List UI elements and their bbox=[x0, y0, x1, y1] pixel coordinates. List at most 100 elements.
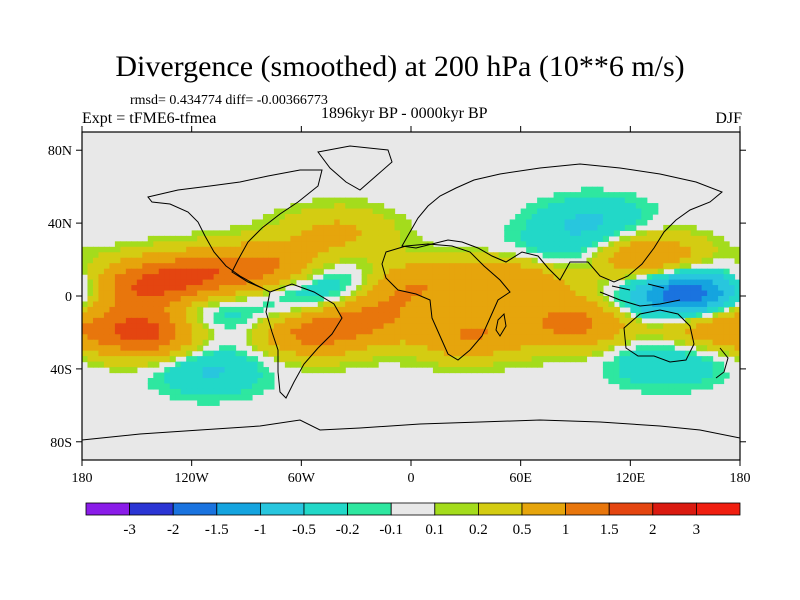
field-cell bbox=[246, 285, 253, 292]
field-cell bbox=[405, 312, 412, 319]
field-cell bbox=[712, 268, 719, 275]
field-cell bbox=[652, 252, 659, 259]
field-cell bbox=[191, 301, 198, 308]
field-cell bbox=[328, 361, 335, 368]
field-cell bbox=[92, 306, 100, 313]
field-cell bbox=[131, 274, 138, 281]
field-cell bbox=[202, 301, 209, 308]
colorbar-swatch bbox=[696, 502, 741, 516]
field-cell bbox=[537, 323, 544, 330]
field-cell bbox=[164, 378, 171, 385]
field-cell bbox=[284, 334, 291, 341]
field-cell bbox=[103, 290, 111, 297]
field-cell bbox=[136, 246, 143, 253]
field-cell bbox=[416, 257, 423, 264]
field-cell bbox=[202, 279, 209, 286]
field-cell bbox=[635, 219, 642, 226]
field-cell bbox=[87, 323, 94, 330]
field-cell bbox=[570, 339, 577, 346]
field-cell bbox=[383, 214, 390, 221]
field-cell bbox=[345, 235, 352, 242]
field-cell bbox=[219, 285, 226, 292]
field-cell bbox=[334, 350, 341, 357]
field-cell bbox=[591, 230, 599, 237]
field-cell bbox=[251, 235, 259, 242]
field-cell bbox=[482, 285, 489, 292]
field-cell bbox=[509, 317, 516, 324]
field-cell bbox=[427, 306, 434, 313]
field-cell bbox=[630, 378, 637, 385]
field-cell bbox=[701, 285, 708, 292]
field-cell bbox=[608, 339, 615, 346]
field-cell bbox=[175, 235, 182, 242]
field-cell bbox=[498, 306, 505, 313]
field-cell bbox=[345, 301, 352, 308]
field-cell bbox=[394, 279, 401, 286]
field-cell bbox=[224, 274, 231, 281]
field-cell bbox=[542, 306, 549, 313]
field-cell bbox=[251, 290, 259, 297]
field-cell bbox=[295, 312, 302, 319]
field-cell bbox=[586, 306, 593, 313]
field-cell bbox=[679, 274, 686, 281]
field-cell bbox=[383, 224, 390, 231]
field-cell bbox=[520, 361, 527, 368]
field-cell bbox=[635, 383, 642, 390]
field-cell bbox=[652, 285, 659, 292]
field-cell bbox=[493, 350, 500, 357]
field-cell bbox=[394, 235, 401, 242]
field-cell bbox=[668, 372, 675, 379]
field-cell bbox=[87, 306, 94, 313]
field-cell bbox=[476, 252, 483, 259]
field-cell bbox=[147, 241, 154, 248]
field-cell bbox=[668, 296, 675, 303]
field-cell bbox=[608, 263, 615, 270]
field-cell bbox=[323, 317, 330, 324]
field-cell bbox=[427, 257, 434, 264]
field-cell bbox=[613, 356, 620, 363]
field-cell bbox=[526, 306, 533, 313]
field-cell bbox=[191, 388, 198, 395]
field-cell bbox=[356, 219, 363, 226]
field-cell bbox=[438, 263, 445, 270]
field-cell bbox=[191, 235, 198, 242]
field-cell bbox=[690, 252, 697, 259]
field-cell bbox=[443, 257, 450, 264]
field-cell bbox=[570, 246, 577, 253]
field-cell bbox=[378, 257, 385, 264]
field-cell bbox=[400, 263, 407, 270]
field-cell bbox=[312, 246, 319, 253]
field-cell bbox=[219, 241, 226, 248]
field-cell bbox=[92, 285, 100, 292]
field-cell bbox=[213, 394, 220, 401]
field-cell bbox=[103, 268, 111, 275]
field-cell bbox=[487, 274, 494, 281]
field-cell bbox=[570, 301, 577, 308]
field-cell bbox=[575, 356, 582, 363]
y-tick-label: 40S bbox=[50, 363, 72, 378]
field-cell bbox=[641, 367, 648, 374]
field-cell bbox=[520, 323, 527, 330]
field-cell bbox=[520, 296, 527, 303]
field-cell bbox=[262, 372, 270, 379]
field-cell bbox=[383, 356, 390, 363]
field-cell bbox=[548, 252, 555, 259]
field-cell bbox=[208, 334, 215, 341]
field-cell bbox=[213, 235, 220, 242]
field-cell bbox=[350, 203, 357, 210]
field-cell bbox=[526, 230, 533, 237]
field-cell bbox=[613, 241, 620, 248]
field-cell bbox=[317, 339, 324, 346]
field-cell bbox=[164, 279, 171, 286]
field-cell bbox=[597, 224, 604, 231]
field-cell bbox=[449, 361, 456, 368]
field-cell bbox=[531, 219, 538, 226]
field-cell bbox=[120, 263, 127, 270]
field-cell bbox=[328, 241, 335, 248]
field-cell bbox=[438, 356, 445, 363]
field-cell bbox=[443, 367, 450, 374]
x-tick-label: 120E bbox=[616, 471, 646, 486]
field-cell bbox=[674, 306, 681, 313]
field-cell bbox=[251, 334, 259, 341]
field-cell bbox=[531, 263, 538, 270]
